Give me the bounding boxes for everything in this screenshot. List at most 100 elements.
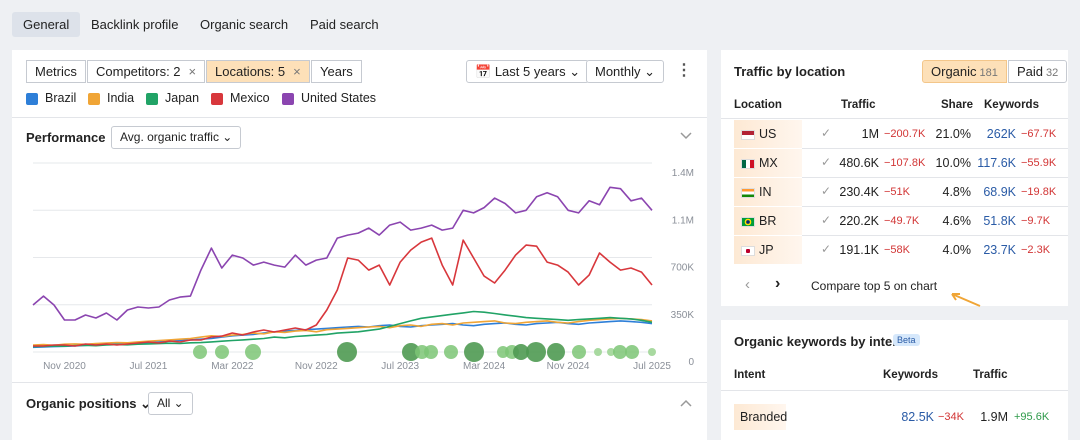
location-card: Traffic by location Organic 181 Paid 32 ‹ ›… [721, 50, 1068, 306]
flag [741, 217, 755, 227]
toggle-button[interactable]: Paid 32 [1008, 60, 1068, 83]
location-code: IN [759, 185, 772, 199]
column-header: Traffic [973, 369, 1008, 381]
location-code: MX [759, 156, 778, 170]
intent-cell-bg [734, 404, 786, 430]
keywords-value[interactable]: 68.9K [983, 185, 1016, 199]
check-icon: ✓ [821, 213, 832, 227]
legend-checkbox[interactable] [282, 93, 294, 105]
row-separator [802, 177, 1068, 178]
separator [721, 118, 1068, 119]
filter-button[interactable]: Locations: 5 × [206, 60, 310, 83]
section-title: Performance [26, 130, 106, 145]
metric-label: Avg. organic traffic [120, 130, 219, 144]
tab[interactable]: Organic search [200, 17, 289, 32]
keywords-value[interactable]: 262K [986, 127, 1016, 141]
filter-label: Competitors: 2 [96, 64, 181, 79]
filter-button[interactable]: Years [311, 60, 362, 83]
share-value: 10.0% [935, 156, 971, 170]
traffic-change: +95.6K [1014, 411, 1050, 423]
legend-checkbox[interactable] [88, 93, 100, 105]
keywords-value[interactable]: 51.8K [983, 214, 1016, 228]
traffic-value: 220.2K [839, 214, 879, 228]
keywords-change: −34K [938, 411, 964, 423]
filter-label: All [157, 396, 171, 410]
tab[interactable]: Backlink profile [91, 17, 179, 32]
keywords-change: −9.7K [1021, 215, 1051, 227]
legend-checkbox[interactable] [26, 93, 38, 105]
legend-label: India [107, 91, 135, 105]
traffic-value: 1.9M [980, 410, 1008, 424]
keywords-change: −55.9K [1021, 157, 1057, 169]
column-header: Share [941, 99, 973, 111]
keywords-value[interactable]: 82.5K [901, 410, 934, 424]
remove-icon[interactable]: × [293, 64, 301, 79]
left-card: Metrics Competitors: 2 × Locations: 5 × Years… [12, 50, 707, 440]
filter-label: Locations: 5 [215, 64, 286, 79]
separator [12, 117, 707, 118]
toggle-count: 181 [979, 67, 998, 79]
row-separator [802, 235, 1068, 236]
keywords-value[interactable]: 23.7K [983, 243, 1016, 257]
badge: Beta [893, 334, 920, 346]
tab[interactable]: Paid search [310, 17, 379, 32]
share-value: 4.6% [942, 214, 972, 228]
flag [741, 246, 755, 256]
row-separator [802, 148, 1068, 149]
traffic-value: 1M [861, 127, 879, 141]
separator [721, 390, 1068, 391]
next-button[interactable]: › [775, 275, 781, 292]
legend-checkbox[interactable] [211, 93, 223, 105]
period-dropdown[interactable]: 📅 Last 5 years ⌄ [466, 60, 590, 83]
column-header: Traffic [841, 99, 876, 111]
keywords-change: −19.8K [1021, 186, 1057, 198]
check-icon: ✓ [821, 155, 832, 169]
intent-label: Branded [740, 410, 788, 424]
keywords-change: −2.3K [1021, 244, 1051, 256]
keywords-value[interactable]: 117.6K [977, 156, 1016, 170]
check-icon: ✓ [821, 126, 832, 140]
traffic-change: −51K [884, 186, 910, 198]
share-value: 21.0% [935, 127, 971, 141]
separator [12, 382, 707, 383]
traffic-change: −200.7K [884, 128, 926, 140]
traffic-change: −107.8K [884, 157, 926, 169]
flag [741, 130, 755, 140]
more-menu[interactable]: ⋮ [676, 62, 692, 79]
keywords-change: −67.7K [1021, 128, 1057, 140]
location-code: JP [759, 243, 774, 257]
legend-label: Brazil [45, 91, 77, 105]
filter-label: Metrics [35, 64, 77, 79]
filter-button[interactable]: Competitors: 2 × [87, 60, 206, 83]
compare-link[interactable]: Compare top 5 on chart [811, 279, 938, 293]
legend-checkbox[interactable] [146, 93, 158, 105]
location-code: BR [759, 214, 777, 228]
column-header: Keywords [984, 99, 1039, 111]
legend-label: Japan [165, 91, 200, 105]
legend-label: Mexico [230, 91, 270, 105]
tab[interactable]: General [12, 12, 81, 37]
toggle-label: Paid [1017, 64, 1044, 79]
column-header: Location [734, 99, 782, 111]
filter-dropdown[interactable]: All ⌄ [148, 392, 193, 415]
prev-button[interactable]: ‹ [745, 276, 750, 293]
metric-dropdown[interactable]: Avg. organic traffic ⌄ [111, 126, 242, 149]
granularity-dropdown[interactable]: Monthly ⌄ [586, 60, 665, 83]
filter-button[interactable]: Metrics [26, 60, 86, 83]
row-separator [802, 206, 1068, 207]
column-header: Keywords [883, 369, 938, 381]
period-label: Last 5 years [494, 64, 566, 79]
traffic-value: 230.4K [839, 185, 879, 199]
traffic-change: −49.7K [884, 215, 920, 227]
toggle-label: Organic [931, 64, 977, 79]
traffic-change: −58K [884, 244, 910, 256]
check-icon: ✓ [821, 184, 832, 198]
legend-label: United States [301, 91, 377, 105]
column-header: Intent [734, 369, 766, 381]
toggle-button[interactable]: Organic 181 [922, 60, 1007, 83]
granularity-label: Monthly [595, 64, 641, 79]
intent-card: Organic keywords by intent Beta Intent Ke… [721, 320, 1068, 440]
remove-icon[interactable]: × [188, 64, 197, 79]
section-title-text: Organic positions [26, 396, 137, 411]
